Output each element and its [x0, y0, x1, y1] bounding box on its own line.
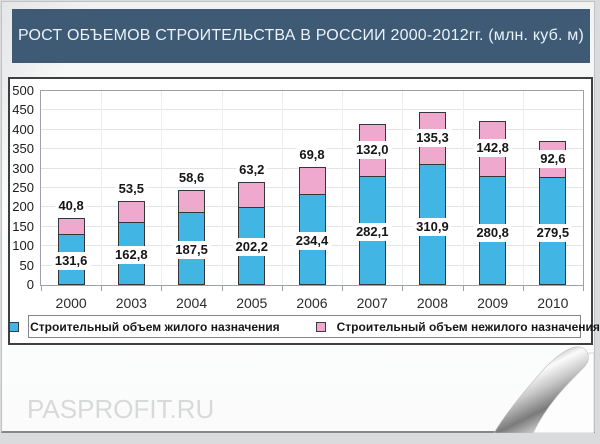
y-axis: 0 50 100 150 200 250 300 350 400 450 500 [10, 79, 37, 343]
bar-segment-nonresidential-2000 [57, 218, 85, 235]
page-curl [493, 346, 594, 433]
watermark-text: PASPROFIT.RU [27, 394, 215, 424]
gridline-vertical [402, 91, 404, 285]
y-axis-tick-label: 300 [12, 160, 34, 176]
value-label-residential-2005: 202,2 [232, 238, 272, 257]
x-axis-tick [522, 286, 524, 291]
legend-item-residential: Строительный объем жилого назначения [9, 320, 280, 334]
gridline-vertical [522, 91, 524, 285]
value-label-residential-2008: 310,9 [413, 218, 452, 237]
value-label-nonresidential-2010: 92,6 [537, 149, 569, 168]
legend: Строительный объем жилого назначения Стр… [9, 315, 600, 338]
plot-area: 131,6 40,8 2000 162,8 53,5 2003 187,5 58,6 2004 2… [40, 90, 584, 311]
x-axis-label-2000: 2000 [55, 295, 87, 311]
x-axis-tick [462, 286, 464, 291]
value-label-nonresidential-2008: 135,3 [413, 129, 452, 148]
page-curl-fold [493, 346, 589, 433]
y-axis-tick-label: 200 [12, 199, 34, 215]
value-label-nonresidential-2007: 132,0 [352, 140, 392, 159]
gridline-horizontal [41, 109, 583, 111]
x-axis-tick [583, 286, 584, 291]
y-axis-tick-label: 400 [12, 121, 34, 137]
legend-label-nonresidential: Строительный объем нежилого назначения [336, 319, 600, 334]
y-axis-tick-label: 450 [12, 102, 34, 118]
gridline-horizontal [41, 128, 583, 130]
x-axis-label-2008: 2008 [416, 295, 449, 311]
value-label-nonresidential-2000: 40,8 [55, 197, 87, 216]
x-axis-label-2004: 2004 [175, 295, 208, 311]
x-axis-tick [161, 286, 163, 291]
x-axis-tick [221, 286, 223, 291]
y-axis-tick-label: 100 [12, 238, 34, 254]
value-label-nonresidential-2004: 58,6 [175, 168, 208, 187]
x-axis-tick [281, 286, 283, 291]
value-label-residential-2010: 279,5 [533, 223, 573, 242]
value-label-residential-2000: 131,6 [51, 251, 91, 270]
value-label-nonresidential-2005: 63,2 [236, 161, 268, 180]
y-axis-tick-label: 250 [12, 180, 34, 195]
slide-page: РОСТ ОБЪЕМОВ СТРОИТЕЛЬСТВА В РОССИИ 2000… [1, 1, 600, 433]
value-label-residential-2007: 282,1 [352, 223, 392, 242]
x-axis-label-2005: 2005 [236, 295, 268, 311]
value-label-residential-2003: 162,8 [112, 245, 151, 264]
slide-title: РОСТ ОБЪЕМОВ СТРОИТЕЛЬСТВА В РОССИИ 2000… [18, 27, 584, 44]
x-axis-tick [402, 286, 404, 291]
x-axis-tick [342, 286, 344, 291]
chart-container: 0 50 100 150 200 250 300 350 400 450 500 131,6 40,8… [8, 77, 600, 345]
value-label-residential-2009: 280,8 [473, 223, 512, 242]
y-axis-tick-label: 50 [19, 257, 34, 273]
bar-segment-nonresidential-2004 [178, 189, 206, 214]
legend-item-nonresidential: Строительный объем нежилого назначения [315, 319, 600, 334]
value-label-nonresidential-2006: 69,8 [296, 145, 328, 164]
x-axis-tick [41, 286, 42, 291]
legend-label-residential: Строительный объем жилого назначения [30, 319, 280, 334]
x-axis-label-2010: 2010 [537, 295, 569, 311]
bar-segment-nonresidential-2005 [238, 182, 266, 208]
gridline-vertical [161, 91, 163, 285]
slide-title-bar: РОСТ ОБЪЕМОВ СТРОИТЕЛЬСТВА В РОССИИ 2000… [12, 9, 590, 63]
nonresidential-swatch-icon [315, 321, 326, 332]
x-axis-tick [101, 286, 103, 291]
gridline-vertical [101, 91, 103, 285]
y-axis-tick-label: 0 [26, 277, 34, 292]
gridline-vertical [221, 91, 223, 285]
x-axis-label-2009: 2009 [477, 295, 509, 311]
bar-segment-nonresidential-2006 [298, 167, 326, 196]
bar-segment-nonresidential-2003 [117, 201, 145, 223]
value-label-residential-2006: 234,4 [292, 232, 332, 251]
x-axis-label-2006: 2006 [296, 295, 328, 311]
value-label-nonresidential-2009: 142,8 [473, 139, 512, 158]
value-label-nonresidential-2003: 53,5 [115, 180, 147, 199]
x-axis-label-2003: 2003 [115, 295, 147, 311]
y-axis-tick-label: 350 [12, 141, 34, 157]
x-axis-label-2007: 2007 [356, 295, 388, 311]
gridline-vertical [342, 91, 344, 285]
gridline-vertical [462, 91, 464, 285]
residential-swatch-icon [9, 321, 20, 332]
y-axis-tick-label: 150 [12, 218, 34, 234]
gridline-vertical [281, 91, 283, 285]
y-axis-tick-label: 500 [12, 83, 34, 98]
value-label-residential-2004: 187,5 [172, 241, 211, 260]
